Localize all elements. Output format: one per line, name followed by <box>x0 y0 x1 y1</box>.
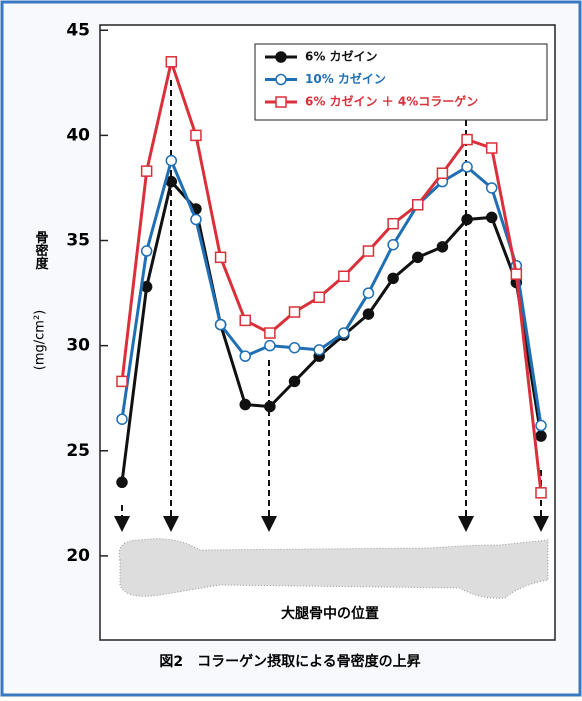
marker <box>265 341 275 351</box>
marker <box>462 135 472 145</box>
legend-box <box>255 44 547 120</box>
marker <box>388 219 398 229</box>
marker <box>265 328 275 338</box>
marker <box>240 315 250 325</box>
marker <box>265 402 275 412</box>
y-label: 骨密度 <box>33 231 50 271</box>
y-tick-label: 40 <box>66 125 90 145</box>
marker <box>487 143 497 153</box>
legend-label: 10% カゼイン <box>305 71 386 86</box>
marker <box>117 414 127 424</box>
marker <box>314 292 324 302</box>
page: {"chart_data": {"type": "line", "caption… <box>0 0 582 697</box>
marker <box>166 57 176 67</box>
chart: 大腿骨中の位置 図2 コラーゲン摂取による骨密度の上昇 骨密度 (mg/cm²)… <box>0 0 582 697</box>
y-tick-label: 25 <box>66 441 90 461</box>
marker <box>413 252 423 262</box>
marker <box>511 269 521 279</box>
marker <box>437 168 447 178</box>
marker <box>191 130 201 140</box>
y-tick-label: 45 <box>66 20 90 40</box>
y-unit: (mg/cm²) <box>33 310 48 370</box>
marker <box>487 183 497 193</box>
legend-label: 6% カゼイン <box>305 49 378 64</box>
caption: 図2 コラーゲン摂取による骨密度の上昇 <box>159 653 420 670</box>
marker <box>314 345 324 355</box>
marker <box>216 320 226 330</box>
marker <box>363 246 373 256</box>
marker <box>142 246 152 256</box>
y-tick-label: 35 <box>66 231 90 251</box>
marker <box>191 214 201 224</box>
marker <box>388 273 398 283</box>
marker <box>216 252 226 262</box>
marker <box>240 400 250 410</box>
marker <box>276 97 286 107</box>
marker <box>290 307 300 317</box>
marker <box>290 376 300 386</box>
marker <box>388 240 398 250</box>
marker <box>462 214 472 224</box>
marker <box>166 156 176 166</box>
y-tick-label: 30 <box>66 336 90 356</box>
marker <box>413 200 423 210</box>
marker <box>290 343 300 353</box>
y-tick-label: 20 <box>66 546 90 566</box>
marker <box>536 421 546 431</box>
marker <box>363 309 373 319</box>
marker <box>437 242 447 252</box>
marker <box>276 75 286 85</box>
marker <box>462 162 472 172</box>
marker <box>339 271 349 281</box>
marker <box>117 477 127 487</box>
marker <box>363 288 373 298</box>
marker <box>276 52 286 62</box>
marker <box>536 431 546 441</box>
marker <box>117 376 127 386</box>
legend-label: 6% カゼイン ＋ 4%コラーゲン <box>305 94 478 109</box>
marker <box>240 351 250 361</box>
marker <box>487 212 497 222</box>
marker <box>536 488 546 498</box>
marker <box>142 166 152 176</box>
marker <box>339 328 349 338</box>
x-annotation: 大腿骨中の位置 <box>281 605 379 622</box>
